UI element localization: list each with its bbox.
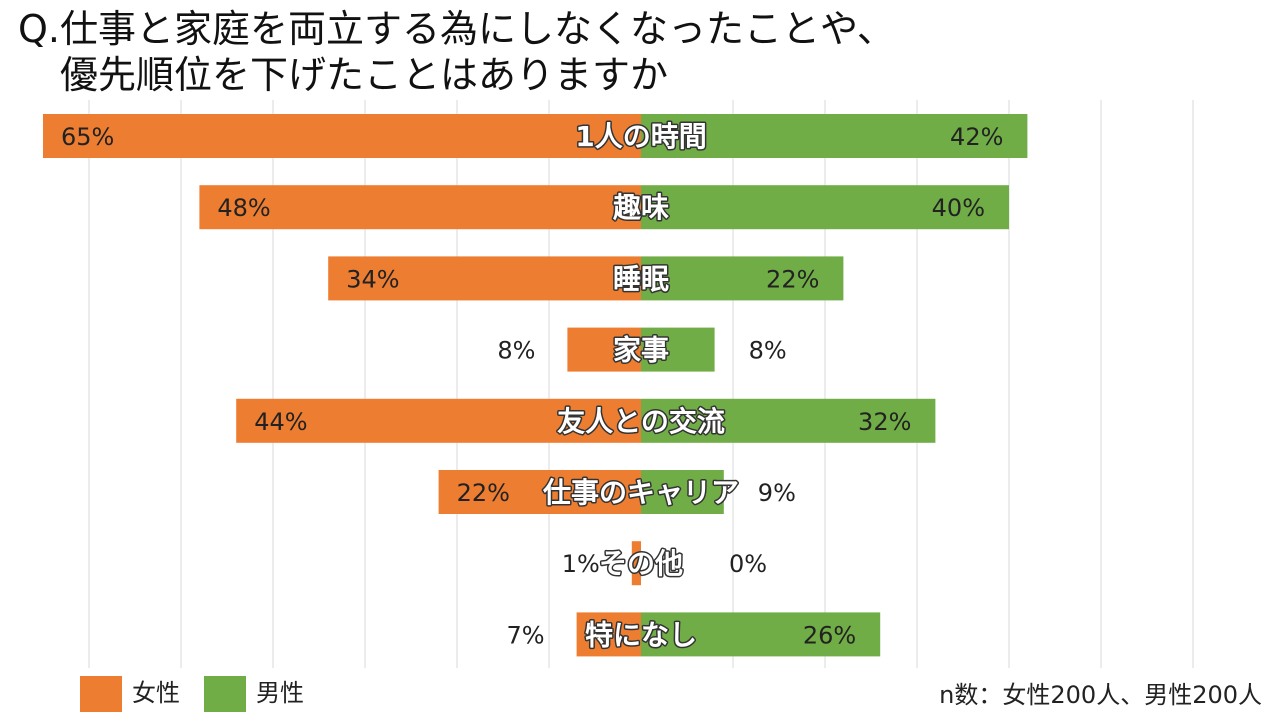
category-label: 友人との交流	[557, 405, 725, 438]
bar-male	[641, 470, 724, 514]
data-label-female: 34%	[346, 265, 399, 293]
bar-male	[641, 327, 715, 372]
data-label-female: 65%	[61, 123, 114, 151]
bar-male	[641, 256, 844, 301]
bar-female	[328, 256, 641, 301]
data-label-male: 26%	[803, 621, 856, 649]
data-label-male: 40%	[932, 194, 985, 222]
data-label-male: 9%	[758, 479, 796, 507]
bar-female	[199, 185, 641, 230]
category-label: 睡眠	[613, 262, 669, 295]
data-label-female: 44%	[254, 408, 307, 436]
data-label-male: 32%	[858, 408, 911, 436]
category-label: 家事	[613, 334, 669, 367]
bar-male	[641, 114, 1028, 158]
bar-female	[567, 327, 641, 372]
legend-label-male: 男性	[256, 679, 304, 707]
legend-swatch-female	[80, 676, 122, 712]
bar-female	[576, 612, 641, 657]
data-label-male: 22%	[766, 265, 819, 293]
category-label: 特になし	[585, 618, 697, 651]
chart-title: Q.仕事と家庭を両立する為にしなくなったことや、 優先順位を下げたことはあります…	[18, 6, 895, 98]
data-label-female: 22%	[457, 479, 510, 507]
data-label-female: 8%	[497, 337, 535, 365]
bar-male	[641, 185, 1009, 230]
data-label-female: 48%	[217, 194, 270, 222]
legend-label-female: 女性	[132, 679, 180, 707]
bar-male	[641, 612, 881, 657]
data-label-female: 7%	[507, 621, 545, 649]
data-label-male: 42%	[950, 123, 1003, 151]
category-label: 趣味	[613, 191, 669, 224]
category-label: 1人の時間	[575, 120, 706, 153]
title-line-1: Q.仕事と家庭を両立する為にしなくなったことや、	[18, 7, 895, 51]
legend-swatch-male	[204, 676, 246, 712]
category-label: 仕事のキャリア	[542, 476, 739, 509]
bar-female	[438, 470, 641, 514]
bar-female	[236, 398, 641, 443]
category-label: その他	[599, 547, 683, 580]
sample-size-note: n数：女性200人、男性200人	[939, 681, 1262, 709]
bar-male	[641, 398, 936, 443]
data-label-male: 8%	[749, 337, 787, 365]
data-label-male: 0%	[729, 550, 767, 578]
title-line-2: 優先順位を下げたことはありますか	[60, 53, 669, 97]
bar-female	[43, 114, 641, 158]
data-label-female: 1%	[562, 550, 600, 578]
bar-female	[631, 541, 641, 586]
